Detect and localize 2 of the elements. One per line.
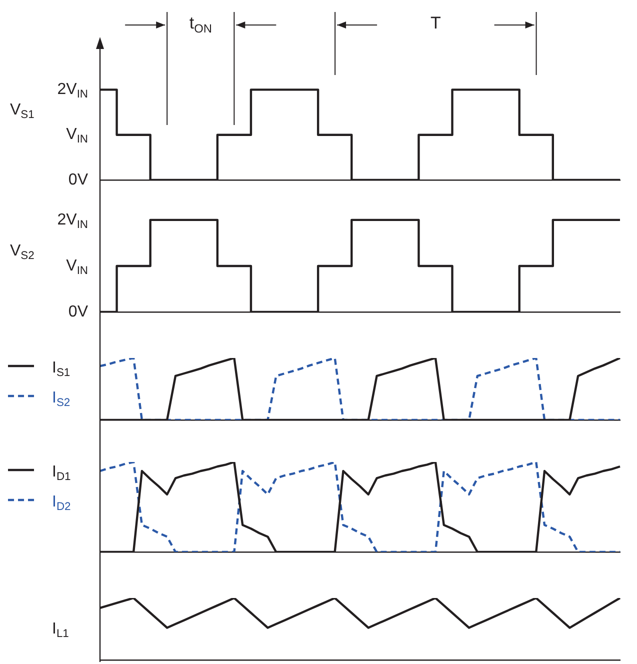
y-tick-label: 0V xyxy=(68,171,88,188)
y-tick-label: 0V xyxy=(68,303,88,320)
